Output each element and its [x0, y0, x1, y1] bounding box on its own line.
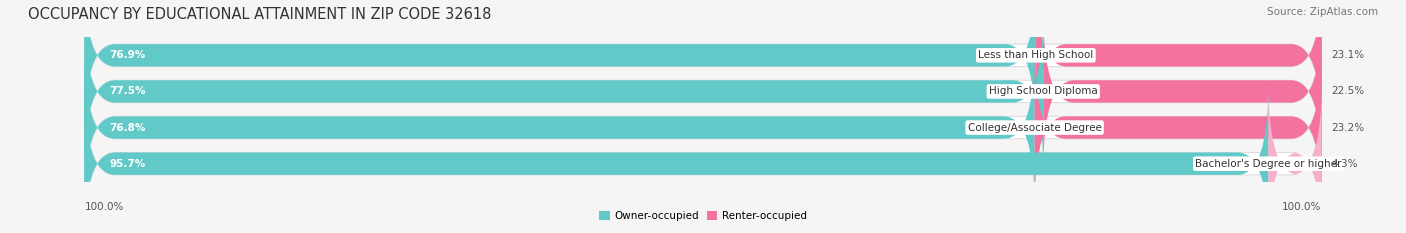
Text: Source: ZipAtlas.com: Source: ZipAtlas.com — [1267, 7, 1378, 17]
FancyBboxPatch shape — [84, 85, 1322, 233]
Text: 95.7%: 95.7% — [110, 159, 145, 169]
FancyBboxPatch shape — [84, 85, 1268, 233]
FancyBboxPatch shape — [84, 0, 1322, 134]
FancyBboxPatch shape — [84, 0, 1036, 134]
Text: 100.0%: 100.0% — [84, 202, 124, 212]
Text: 4.3%: 4.3% — [1331, 159, 1358, 169]
Text: OCCUPANCY BY EDUCATIONAL ATTAINMENT IN ZIP CODE 32618: OCCUPANCY BY EDUCATIONAL ATTAINMENT IN Z… — [28, 7, 492, 22]
FancyBboxPatch shape — [1036, 0, 1322, 134]
Text: Bachelor's Degree or higher: Bachelor's Degree or higher — [1195, 159, 1341, 169]
Text: Less than High School: Less than High School — [979, 50, 1094, 60]
Text: 23.2%: 23.2% — [1331, 123, 1365, 133]
Text: High School Diploma: High School Diploma — [988, 86, 1098, 96]
FancyBboxPatch shape — [84, 48, 1322, 207]
FancyBboxPatch shape — [1268, 85, 1322, 233]
FancyBboxPatch shape — [84, 48, 1035, 207]
Text: 22.5%: 22.5% — [1331, 86, 1365, 96]
FancyBboxPatch shape — [1035, 48, 1322, 207]
Text: 77.5%: 77.5% — [110, 86, 146, 96]
FancyBboxPatch shape — [1043, 12, 1322, 171]
FancyBboxPatch shape — [84, 12, 1322, 171]
Text: College/Associate Degree: College/Associate Degree — [967, 123, 1101, 133]
Text: 23.1%: 23.1% — [1331, 50, 1365, 60]
Text: 100.0%: 100.0% — [1282, 202, 1322, 212]
Text: 76.9%: 76.9% — [110, 50, 145, 60]
Text: 76.8%: 76.8% — [110, 123, 145, 133]
Legend: Owner-occupied, Renter-occupied: Owner-occupied, Renter-occupied — [595, 207, 811, 226]
FancyBboxPatch shape — [84, 12, 1043, 171]
